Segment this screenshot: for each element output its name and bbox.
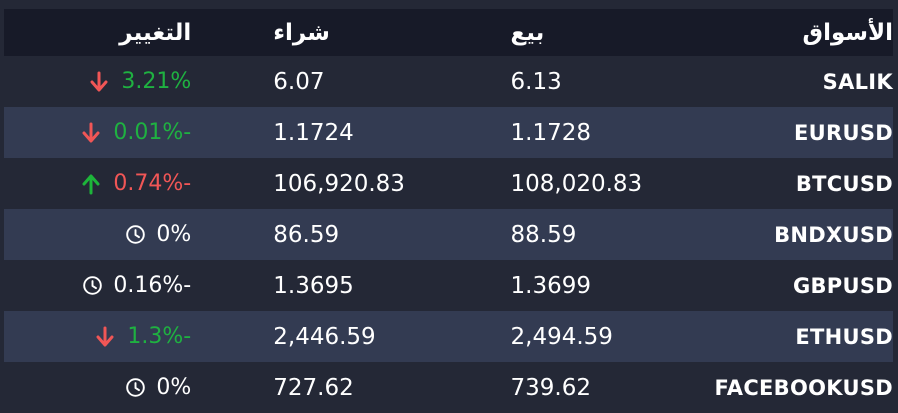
change-cell: 0.16%-: [4, 273, 226, 298]
table-row-gbpusd[interactable]: GBPUSD 1.3699 1.3695 0.16%-: [4, 260, 893, 311]
market-symbol: EURUSD: [794, 120, 893, 145]
market-symbol: FACEBOOKUSD: [714, 375, 893, 400]
change-percent: 0.01%-: [113, 120, 192, 145]
market-symbol: SALIK: [822, 69, 893, 94]
change-percent: 0.16%-: [113, 273, 192, 298]
change-cell: 0%: [4, 375, 226, 400]
buy-price: 727.62: [273, 374, 354, 401]
change-cell: 3.21%: [4, 69, 226, 94]
change-percent: 0%: [156, 375, 192, 400]
sell-price: 2,494.59: [510, 323, 613, 350]
clock-icon: [125, 224, 146, 245]
buy-price: 6.07: [273, 68, 325, 95]
change-percent: 1.3%-: [127, 324, 192, 349]
table-header-row: الأسواق بيع شراء التغيير: [4, 9, 893, 56]
clock-icon: [125, 377, 146, 398]
table-row-salik[interactable]: SALIK 6.13 6.07 3.21%: [4, 56, 893, 107]
sell-price: 739.62: [510, 374, 591, 401]
buy-price: 86.59: [273, 221, 340, 248]
market-symbol: BNDXUSD: [774, 222, 893, 247]
change-cell: 0%: [4, 222, 226, 247]
column-header-sell: بيع: [510, 19, 545, 46]
change-cell: 0.01%-: [4, 120, 226, 145]
column-header-buy: شراء: [273, 19, 330, 46]
change-cell: 0.74%-: [4, 171, 226, 196]
market-symbol: BTCUSD: [795, 171, 893, 196]
buy-price: 106,920.83: [273, 170, 405, 197]
table-row-eurusd[interactable]: EURUSD 1.1728 1.1724 0.01%-: [4, 107, 893, 158]
market-watch-widget: الأسواق بيع شراء التغيير SALIK 6.13 6.07…: [4, 9, 893, 413]
clock-icon: [82, 275, 103, 296]
sell-price: 6.13: [510, 68, 562, 95]
arrow-down-icon: [79, 121, 103, 145]
arrow-up-icon: [79, 172, 103, 196]
column-header-change: التغيير: [119, 19, 192, 46]
change-percent: 3.21%: [121, 69, 192, 94]
arrow-down-icon: [93, 325, 117, 349]
table-row-ethusd[interactable]: ETHUSD 2,494.59 2,446.59 1.3%-: [4, 311, 893, 362]
sell-price: 88.59: [510, 221, 577, 248]
buy-price: 1.3695: [273, 272, 354, 299]
sell-price: 108,020.83: [510, 170, 643, 197]
table-row-btcusd[interactable]: BTCUSD 108,020.83 106,920.83 0.74%-: [4, 158, 893, 209]
buy-price: 1.1724: [273, 119, 354, 146]
buy-price: 2,446.59: [273, 323, 376, 350]
sell-price: 1.1728: [510, 119, 591, 146]
change-percent: 0.74%-: [113, 171, 192, 196]
sell-price: 1.3699: [510, 272, 591, 299]
table-row-bndxusd[interactable]: BNDXUSD 88.59 86.59 0%: [4, 209, 893, 260]
market-symbol: GBPUSD: [792, 273, 893, 298]
arrow-down-icon: [87, 70, 111, 94]
column-header-markets: الأسواق: [802, 19, 894, 46]
change-percent: 0%: [156, 222, 192, 247]
market-symbol: ETHUSD: [795, 324, 893, 349]
change-cell: 1.3%-: [4, 324, 226, 349]
table-row-facebookusd[interactable]: FACEBOOKUSD 739.62 727.62 0%: [4, 362, 893, 413]
